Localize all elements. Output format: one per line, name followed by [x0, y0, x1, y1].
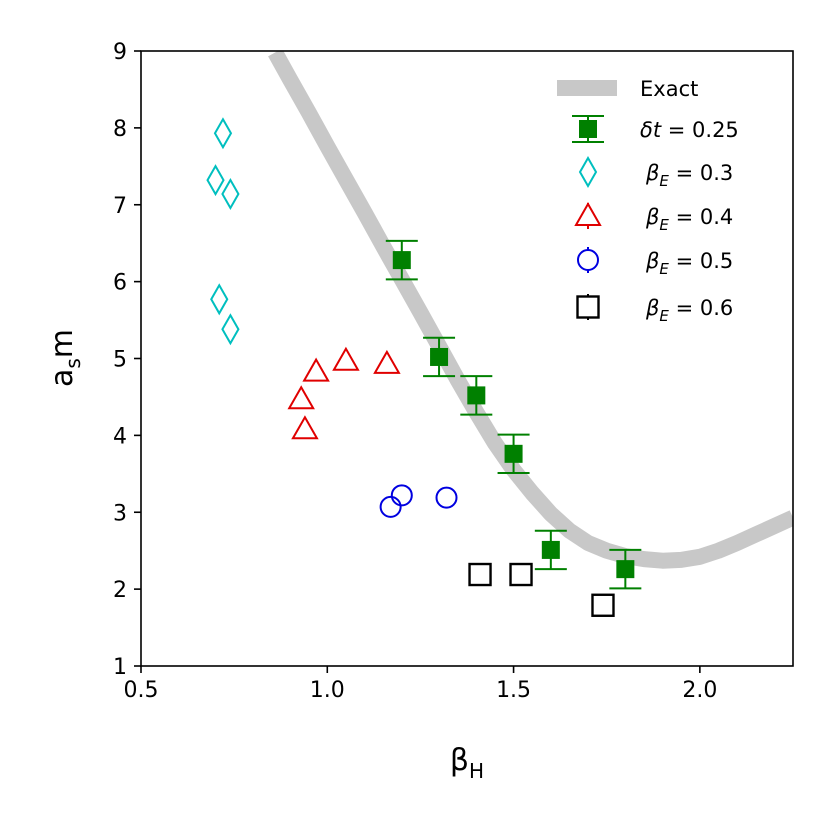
y-tick-label: 8 — [113, 117, 127, 142]
y-tick-label: 9 — [113, 40, 127, 65]
data-point — [430, 347, 449, 366]
x-tick-label: 0.5 — [124, 678, 159, 703]
legend-label-1: βE = 0.3 — [645, 161, 733, 190]
data-point — [291, 415, 319, 440]
series-2 — [287, 346, 401, 440]
series-0 — [385, 239, 642, 590]
series-3 — [379, 484, 458, 518]
legend-exact-label: Exact — [640, 77, 698, 101]
y-tick-label: 2 — [113, 578, 127, 603]
series-1 — [206, 117, 240, 346]
legend-marker — [576, 295, 600, 319]
legend: Exact δt = 0.25 βE = 0.3 βE = 0.4 βE = 0.5 βE… — [557, 77, 739, 325]
data-point — [210, 283, 229, 316]
axis-ticks-layer: 0.5 1.0 1.5 2.0 1 2 3 4 5 6 7 8 9 — [113, 40, 717, 703]
x-axis-label: βH — [450, 743, 484, 783]
data-point — [392, 251, 411, 270]
legend-label-0: δt = 0.25 — [640, 118, 739, 142]
y-tick-label: 4 — [113, 424, 127, 449]
y-axis-label: asm — [45, 329, 85, 387]
legend-label-4: βE = 0.6 — [645, 296, 733, 325]
data-point — [509, 562, 533, 587]
data-point — [467, 386, 486, 405]
series-4 — [468, 562, 615, 617]
y-tick-label: 7 — [113, 194, 127, 219]
legend-label-2: βE = 0.4 — [645, 205, 733, 234]
data-point — [379, 495, 402, 518]
data-point — [332, 346, 360, 371]
data-point — [221, 177, 240, 211]
y-tick-label: 3 — [113, 501, 127, 526]
data-point — [591, 593, 615, 617]
x-tick-label: 2.0 — [682, 678, 717, 703]
data-point — [390, 484, 413, 507]
data-point — [206, 164, 225, 197]
plot-frame — [140, 50, 794, 667]
legend-marker — [578, 155, 598, 189]
data-marks-layer — [206, 117, 642, 617]
data-point — [435, 486, 458, 509]
data-point — [504, 444, 523, 463]
legend-marker — [577, 249, 599, 271]
data-point — [468, 562, 492, 587]
legend-label-3: βE = 0.5 — [645, 249, 733, 278]
data-point — [616, 560, 635, 579]
legend-marker — [579, 120, 597, 138]
x-tick-label: 1.0 — [310, 678, 345, 703]
y-tick-label: 5 — [113, 348, 127, 373]
x-tick-label: 1.5 — [496, 678, 531, 703]
data-point — [302, 357, 330, 382]
exact-curve — [268, 51, 793, 569]
data-point — [221, 313, 240, 346]
legend-marker — [574, 201, 602, 226]
data-point — [213, 117, 233, 150]
exact-curve-layer — [268, 51, 793, 569]
y-tick-label: 6 — [113, 271, 127, 296]
data-point — [373, 349, 401, 374]
data-point — [287, 385, 315, 410]
y-tick-label: 1 — [113, 655, 127, 680]
data-point — [541, 540, 560, 559]
